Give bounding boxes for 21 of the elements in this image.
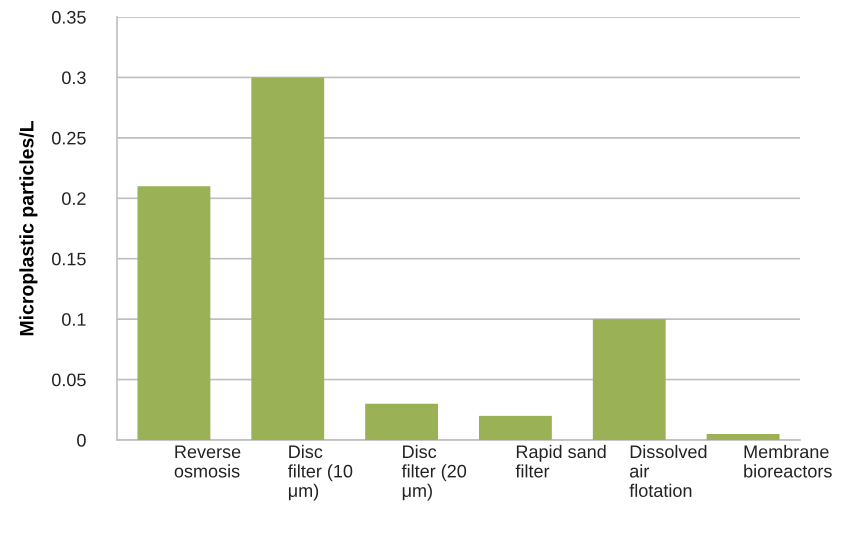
x-tick-label: Disc filter (20 μm) <box>402 444 466 501</box>
x-tick-label: Membrane bioreactors <box>744 444 832 478</box>
y-tick-label: 0.3 <box>62 71 86 84</box>
bar <box>478 416 552 440</box>
bar <box>592 319 666 440</box>
y-axis-title: Microplastic particles/L <box>19 121 38 336</box>
y-tick-label: 0.1 <box>62 313 86 326</box>
bar <box>137 186 210 440</box>
y-tick-label: 0.35 <box>52 10 86 24</box>
x-tick-label: Disc filter (10 μm) <box>288 444 352 501</box>
y-tick-label: 0.2 <box>62 192 86 206</box>
y-tick-label: 0.15 <box>52 252 86 266</box>
bar <box>251 77 324 440</box>
y-tick-label: 0.25 <box>52 132 86 145</box>
y-tick-label: 0.05 <box>52 374 86 386</box>
bar <box>706 434 780 440</box>
x-tick-label: Reverse osmosis <box>174 446 240 478</box>
x-tick-label: Dissolved air flotation <box>630 444 706 498</box>
x-tick-label: Rapid sand filter <box>516 444 606 478</box>
bar <box>365 404 438 440</box>
y-tick-label: 0 <box>77 434 86 447</box>
